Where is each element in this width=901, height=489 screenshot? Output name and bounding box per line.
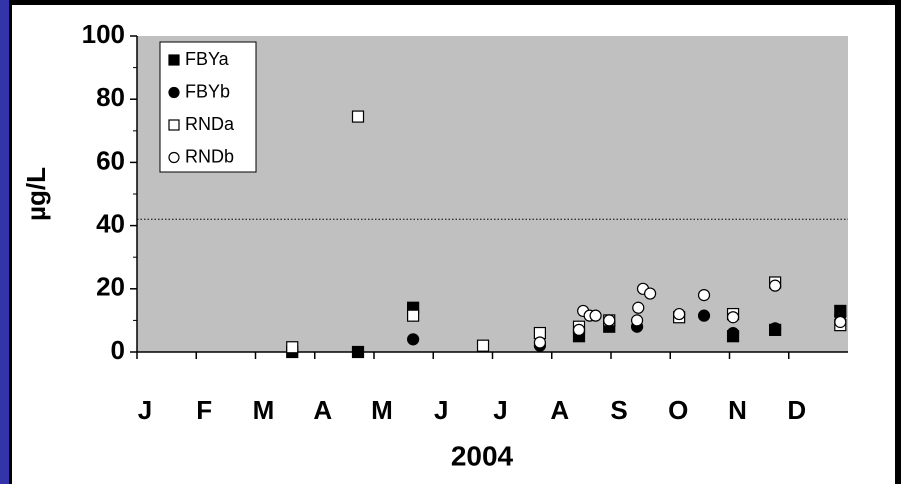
legend-label: RNDa: [185, 114, 235, 134]
y-tick-label: 60: [96, 145, 125, 175]
frame-left-edge: [9, 0, 12, 484]
point: [351, 110, 365, 123]
legend-marker: [168, 86, 180, 99]
point: [834, 315, 847, 329]
point: [769, 322, 782, 335]
point: [726, 326, 740, 340]
point: [286, 341, 299, 354]
point: [351, 345, 365, 359]
y-tick-label: 100: [82, 19, 125, 49]
point: [589, 309, 602, 322]
point: [697, 309, 711, 322]
legend-marker: [168, 151, 180, 164]
y-tick-label: 20: [96, 272, 125, 302]
point: [769, 279, 782, 292]
legend-marker: [168, 119, 180, 131]
frame-right: [895, 0, 901, 484]
y-tick-label: 80: [96, 82, 125, 112]
x-tick-label: O: [668, 395, 688, 425]
x-tick-label: D: [787, 395, 806, 425]
y-tick-label: 0: [111, 335, 125, 365]
legend-marker: [168, 54, 180, 66]
x-axis-label: 2004: [451, 440, 514, 471]
y-tick-label: 40: [96, 208, 125, 238]
point: [697, 289, 711, 302]
x-tick-label: F: [196, 395, 212, 425]
legend-label: RNDb: [185, 146, 234, 166]
x-tick-label: M: [371, 395, 393, 425]
x-tick-label: A: [313, 395, 332, 425]
point: [476, 339, 490, 352]
x-tick-label: M: [253, 395, 275, 425]
point: [726, 311, 740, 324]
x-tick-label: S: [610, 395, 627, 425]
x-tick-label: N: [728, 395, 747, 425]
frame-top: [0, 0, 901, 5]
x-tick-label: J: [138, 395, 152, 425]
y-axis-label: µg/L: [21, 167, 51, 221]
point: [603, 314, 616, 327]
frame-left: [0, 0, 9, 484]
point: [572, 323, 586, 336]
point: [630, 314, 644, 327]
point: [644, 287, 657, 300]
legend-label: FBYb: [185, 81, 230, 101]
point: [407, 309, 420, 322]
point: [407, 333, 420, 346]
point: [632, 301, 645, 314]
point: [673, 307, 686, 321]
x-tick-label: J: [434, 395, 448, 425]
point: [533, 336, 547, 349]
x-tick-label: A: [550, 395, 569, 425]
x-tick-label: J: [493, 395, 507, 425]
legend-label: FBYa: [185, 49, 230, 69]
